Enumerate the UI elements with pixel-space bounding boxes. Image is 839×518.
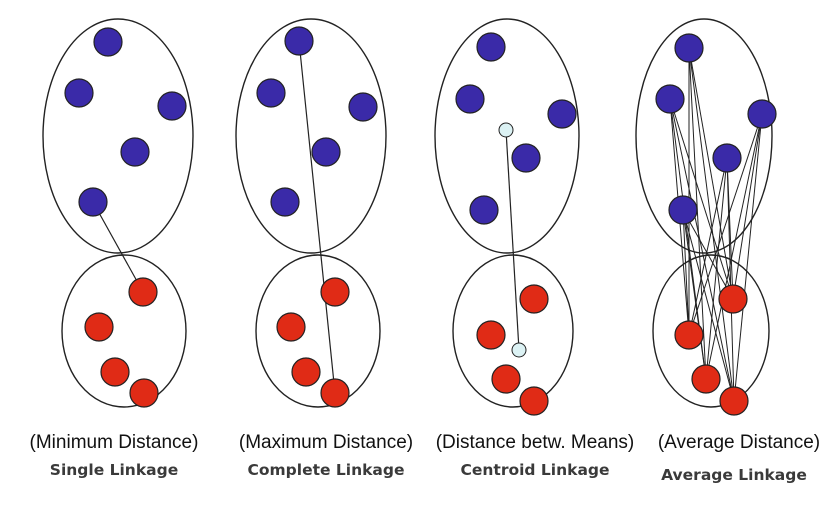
average-cluster-bottom-boundary bbox=[652, 254, 770, 408]
centroid-red-point-1 bbox=[519, 284, 549, 314]
single-blue-point-5 bbox=[78, 187, 108, 217]
single-cluster-top-boundary bbox=[42, 18, 194, 254]
complete-red-point-3 bbox=[291, 357, 321, 387]
average-linkage-line-3-3 bbox=[726, 157, 735, 402]
centroid-red-point-4 bbox=[519, 386, 549, 416]
complete-blue-point-4 bbox=[311, 137, 341, 167]
centroid-blue-point-1 bbox=[476, 32, 506, 62]
average-linkage-line-4-0 bbox=[682, 209, 734, 300]
average-red-point-2 bbox=[674, 320, 704, 350]
centroid-blue-point-2 bbox=[455, 84, 485, 114]
average-linkage-subtitle: (Average Distance) bbox=[657, 432, 821, 453]
average-blue-point-4 bbox=[712, 143, 742, 173]
complete-linkage-line bbox=[298, 40, 336, 394]
average-blue-point-1 bbox=[674, 33, 704, 63]
complete-cluster-top-boundary bbox=[235, 18, 387, 254]
average-linkage-line-1-3 bbox=[669, 98, 735, 402]
centroid-red-point-3 bbox=[491, 364, 521, 394]
single-red-point-3 bbox=[100, 357, 130, 387]
centroid-red-point-2 bbox=[476, 320, 506, 350]
single-blue-point-4 bbox=[120, 137, 150, 167]
single-red-point-4 bbox=[129, 378, 159, 408]
complete-blue-point-5 bbox=[270, 187, 300, 217]
centroid-top-centroid-point bbox=[498, 122, 514, 138]
average-linkage-line-4-2 bbox=[682, 209, 707, 380]
complete-red-point-4 bbox=[320, 378, 350, 408]
average-linkage-line-4-3 bbox=[682, 209, 735, 402]
complete-cluster-bottom-boundary bbox=[255, 254, 381, 408]
average-blue-point-2 bbox=[655, 84, 685, 114]
complete-red-point-1 bbox=[320, 277, 350, 307]
average-red-point-1 bbox=[718, 284, 748, 314]
centroid-blue-point-4 bbox=[511, 143, 541, 173]
average-linkage-line-0-3 bbox=[688, 47, 735, 402]
average-linkage-line-3-2 bbox=[705, 157, 728, 380]
centroid-blue-point-5 bbox=[469, 195, 499, 225]
average-red-point-3 bbox=[691, 364, 721, 394]
average-linkage-line-2-0 bbox=[732, 113, 763, 300]
complete-blue-point-3 bbox=[348, 92, 378, 122]
average-blue-point-3 bbox=[747, 99, 777, 129]
centroid-bottom-centroid-point bbox=[511, 342, 527, 358]
centroid-blue-point-3 bbox=[547, 99, 577, 129]
average-linkage-line-2-3 bbox=[733, 113, 763, 402]
centroid-linkage-title: Centroid Linkage bbox=[460, 461, 610, 479]
centroid-linkage-line bbox=[505, 129, 520, 351]
single-red-point-2 bbox=[84, 312, 114, 342]
average-linkage-title: Average Linkage bbox=[661, 466, 807, 484]
average-linkage-line-0-0 bbox=[688, 47, 734, 300]
average-linkage-line-1-0 bbox=[669, 98, 734, 300]
average-linkage-line-2-1 bbox=[688, 113, 763, 336]
single-linkage-line bbox=[92, 201, 144, 293]
complete-red-point-2 bbox=[276, 312, 306, 342]
single-blue-point-1 bbox=[93, 27, 123, 57]
average-blue-point-5 bbox=[668, 195, 698, 225]
single-blue-point-3 bbox=[157, 91, 187, 121]
average-red-point-4 bbox=[719, 386, 749, 416]
single-linkage-title: Single Linkage bbox=[49, 461, 179, 479]
complete-blue-point-2 bbox=[256, 78, 286, 108]
centroid-cluster-top-boundary bbox=[434, 18, 580, 254]
average-linkage-line-3-1 bbox=[688, 157, 728, 336]
average-linkage-line-4-1 bbox=[682, 209, 690, 336]
centroid-linkage-subtitle: (Distance betw. Means) bbox=[435, 432, 635, 453]
average-linkage-line-0-2 bbox=[688, 47, 707, 380]
single-red-point-1 bbox=[128, 277, 158, 307]
single-linkage-subtitle: (Minimum Distance) bbox=[29, 432, 199, 453]
average-cluster-top-boundary bbox=[635, 18, 773, 254]
complete-blue-point-1 bbox=[284, 26, 314, 56]
single-blue-point-2 bbox=[64, 78, 94, 108]
single-cluster-bottom-boundary bbox=[61, 254, 187, 408]
average-linkage-line-2-2 bbox=[705, 113, 763, 380]
complete-linkage-subtitle: (Maximum Distance) bbox=[238, 432, 414, 453]
complete-linkage-title: Complete Linkage bbox=[247, 461, 405, 479]
